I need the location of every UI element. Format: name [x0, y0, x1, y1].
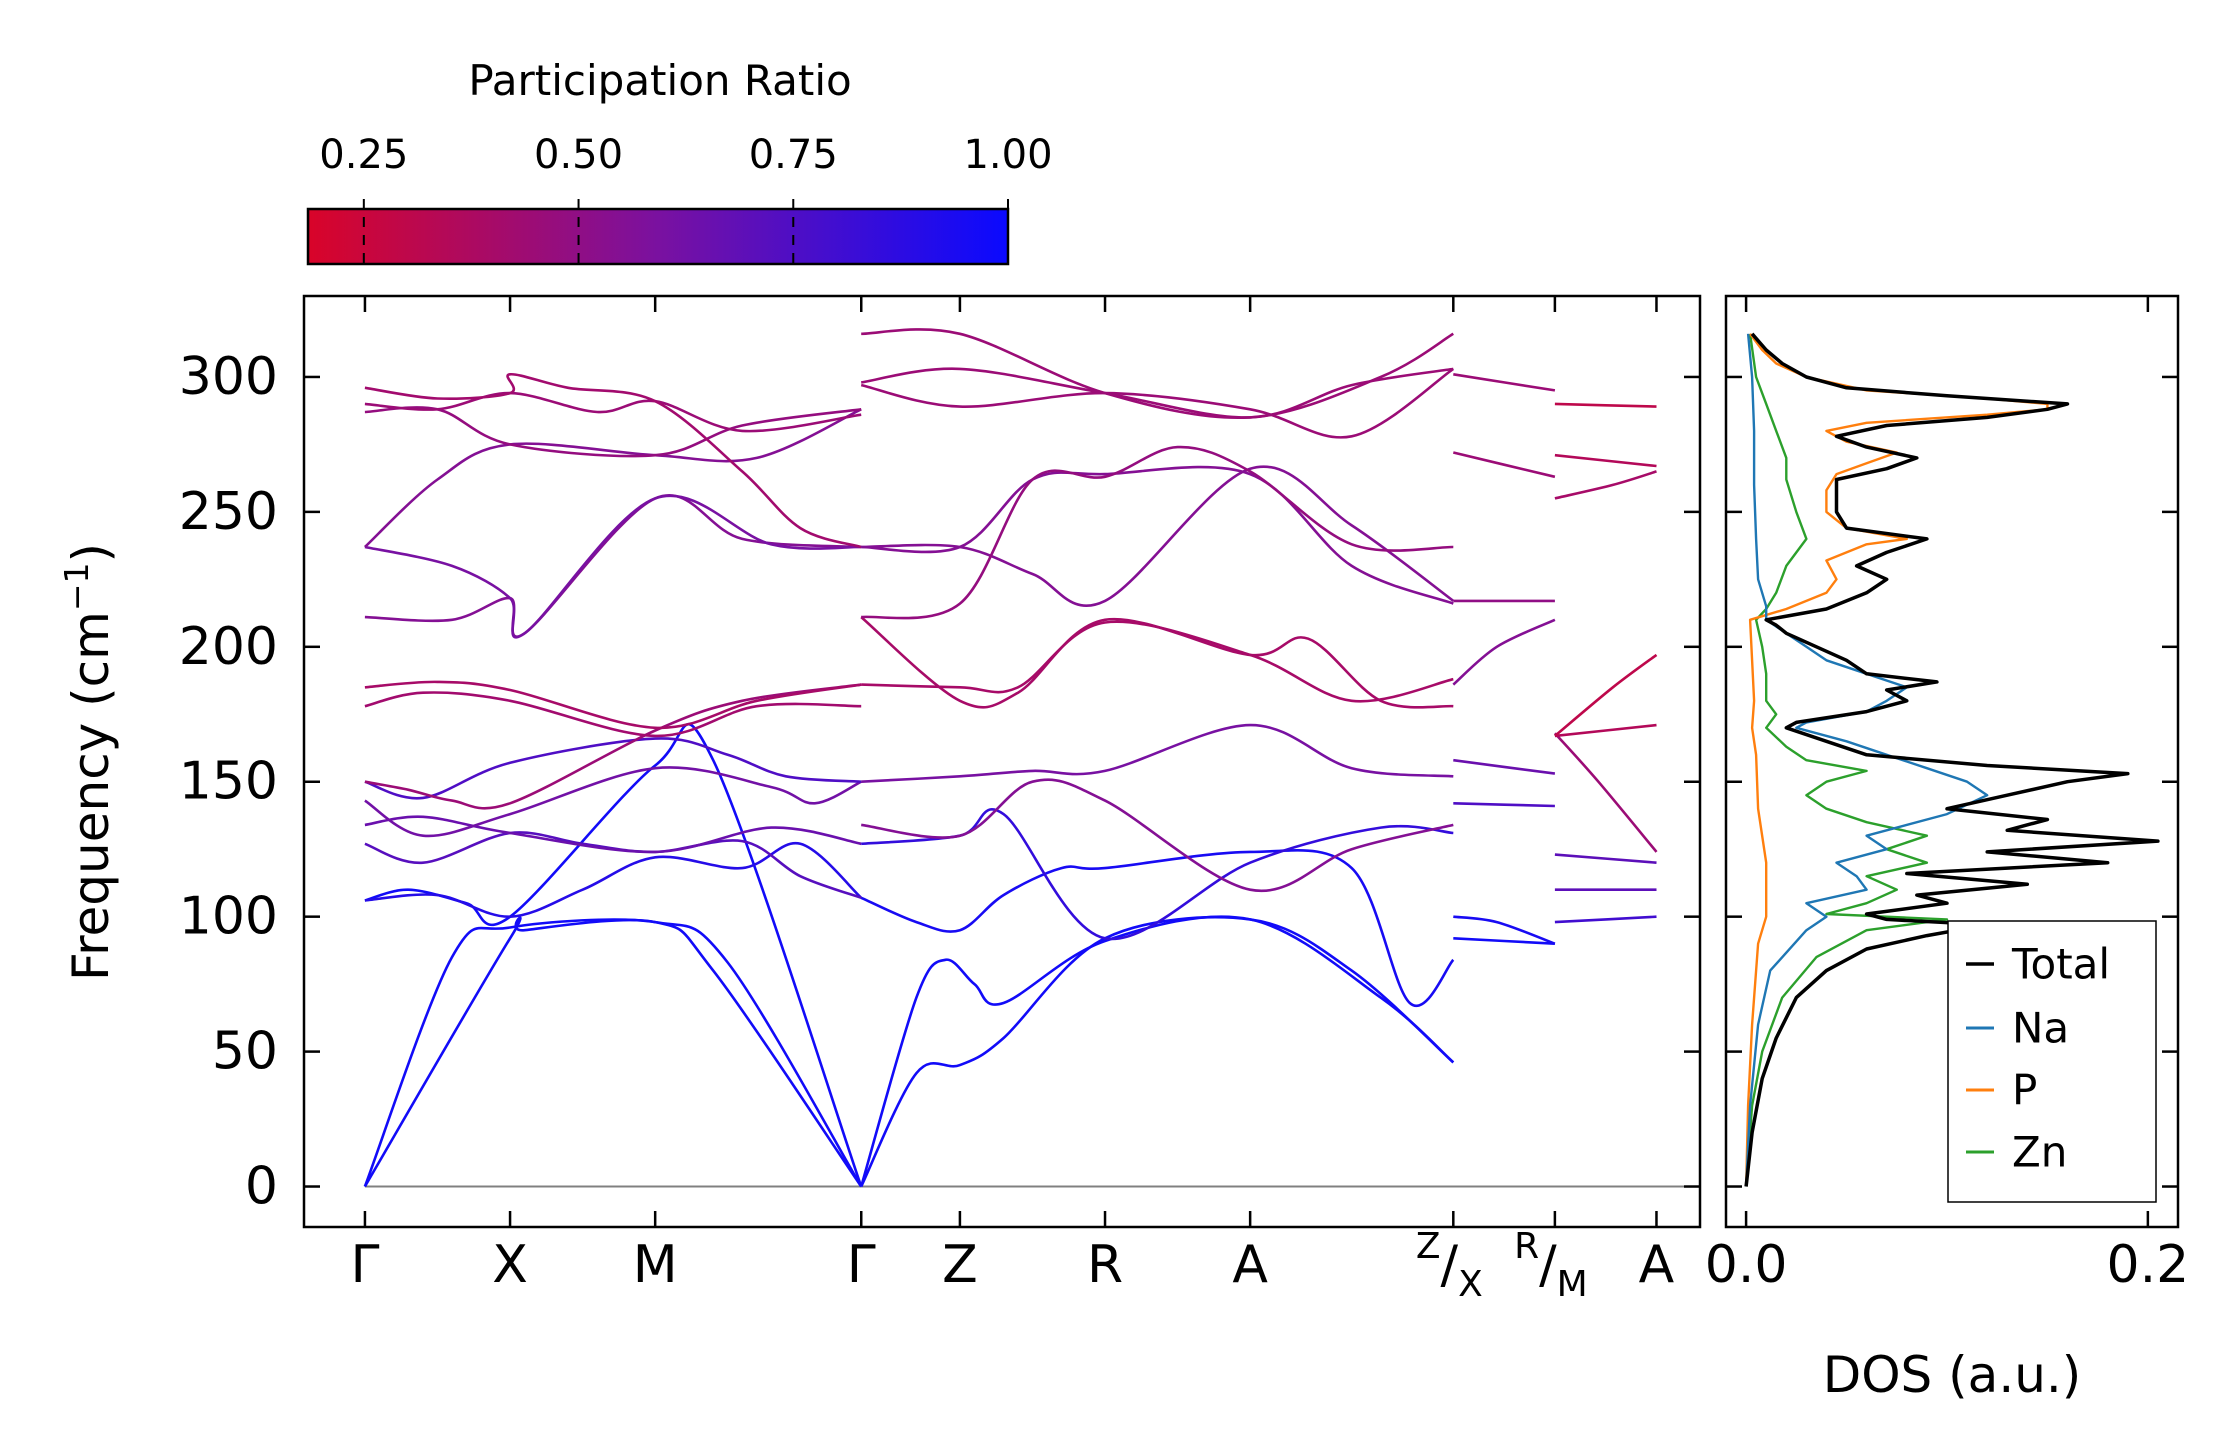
k-point-label: M — [633, 1235, 678, 1295]
y-tick-label: 150 — [179, 752, 278, 812]
k-point-label-rm: R/M — [1514, 1226, 1588, 1305]
phonon-band — [1452, 451, 1556, 479]
colorbar-tick-label: 0.25 — [319, 132, 408, 178]
colorbar-tick-label: 0.50 — [534, 132, 623, 178]
phonon-band — [861, 445, 1454, 620]
phonon-band — [1453, 373, 1556, 392]
legend-label: Na — [2012, 1004, 2069, 1053]
phonon-band — [1453, 802, 1555, 808]
phonon-band — [364, 494, 862, 639]
k-point-label: A — [1232, 1235, 1268, 1295]
phonon-band — [859, 915, 1455, 1187]
phonon-band — [861, 808, 1454, 941]
phonon-band — [364, 372, 862, 549]
colorbar: Participation Ratio 0.25 0.50 0.75 1.00 — [306, 56, 1053, 266]
phonon-band — [1554, 653, 1658, 737]
k-point-label: R — [1087, 1235, 1123, 1295]
phonon-band — [1554, 402, 1657, 408]
phonon-band — [1453, 915, 1556, 945]
y-tick-label: 200 — [179, 617, 278, 677]
colorbar-tick-label: 1.00 — [963, 132, 1052, 178]
y-tick-label: 100 — [179, 887, 278, 947]
dos-series-na — [1744, 333, 1989, 1187]
k-point-label: A — [1639, 1235, 1675, 1295]
k-label-slash: / — [1539, 1235, 1557, 1295]
k-label-z: Z — [1416, 1226, 1441, 1267]
dos-series-zn — [1744, 333, 1949, 1187]
y-tick-label: 50 — [212, 1022, 278, 1082]
colorbar-tick-label: 0.75 — [749, 132, 838, 178]
phonon-band — [1452, 618, 1556, 686]
phonon-band — [860, 367, 1455, 439]
y-tick-label: 250 — [179, 482, 278, 542]
y-tick-label: 300 — [179, 347, 278, 407]
y-axis-label: Frequency (cm−1) — [57, 543, 120, 981]
phonon-band — [364, 841, 863, 919]
phonon-band — [364, 815, 862, 854]
phonon-band — [861, 723, 1454, 783]
phonon-band — [1554, 453, 1657, 468]
phonon-band — [364, 766, 862, 838]
phonon-band — [861, 465, 1454, 605]
phonon-band — [1554, 853, 1657, 864]
phonon-band — [1554, 470, 1657, 500]
k-point-label: Γ — [350, 1235, 379, 1295]
phonon-band — [364, 737, 862, 800]
phonon-band — [861, 328, 1454, 420]
phonon-band — [364, 831, 862, 900]
phonon-band — [364, 680, 862, 730]
phonon-band — [860, 916, 1455, 1188]
legend-label: P — [2012, 1066, 2037, 1115]
colorbar-title: Participation Ratio — [468, 56, 851, 105]
k-label-m: M — [1557, 1264, 1588, 1305]
phonon-band — [364, 408, 862, 548]
dos-series-total — [1744, 332, 2160, 1187]
dos-panel: 0.0 0.2 DOS (a.u.) Total Na P Zn — [1705, 294, 2190, 1404]
phonon-band — [861, 778, 1454, 893]
band-plot-frame — [302, 294, 1702, 1229]
y-axis-label-base: Frequency (cm — [62, 611, 120, 981]
y-tick-label: 0 — [245, 1157, 278, 1217]
legend-box — [1947, 920, 2157, 1203]
phonon-band — [1453, 937, 1555, 945]
phonon-band — [1453, 758, 1556, 775]
k-label-x: X — [1458, 1264, 1483, 1305]
dos-x-axis-label: DOS (a.u.) — [1823, 1346, 2082, 1404]
y-axis-label-superscript: −1 — [57, 562, 96, 611]
phonon-band — [860, 616, 1454, 709]
k-label-r: R — [1514, 1226, 1539, 1267]
k-point-label: Z — [942, 1235, 978, 1295]
dos-x-tick-label: 0.0 — [1705, 1235, 1788, 1295]
k-point-label: X — [492, 1235, 528, 1295]
phonon-band — [364, 683, 862, 810]
phonon-band — [1554, 915, 1657, 924]
phonon-band — [861, 620, 1454, 703]
colorbar-gradient — [306, 207, 1010, 266]
phonon-band — [364, 691, 862, 738]
k-label-slash: / — [1441, 1235, 1459, 1295]
phonon-band — [1553, 732, 1658, 853]
phonon-band — [363, 918, 863, 1188]
dos-plot-frame — [1724, 294, 2180, 1229]
dos-x-tick-label: 0.2 — [2107, 1235, 2190, 1295]
legend: Total Na P Zn — [1947, 920, 2157, 1203]
phonon-band — [861, 367, 1454, 419]
y-axis-label-close: ) — [62, 543, 120, 563]
phonon-band — [860, 849, 1455, 1007]
phonon-band — [861, 465, 1455, 607]
legend-label: Zn — [2012, 1128, 2067, 1177]
legend-label: Total — [2011, 940, 2110, 989]
phonon-band — [364, 391, 862, 433]
k-point-label: Γ — [847, 1235, 876, 1295]
k-point-label-zx: Z/X — [1416, 1226, 1483, 1305]
band-structure-panel: 0 50 100 150 200 250 300 Frequency (cm−1… — [57, 294, 1702, 1305]
phonon-band — [1554, 723, 1657, 738]
phonon-band — [363, 916, 863, 1188]
